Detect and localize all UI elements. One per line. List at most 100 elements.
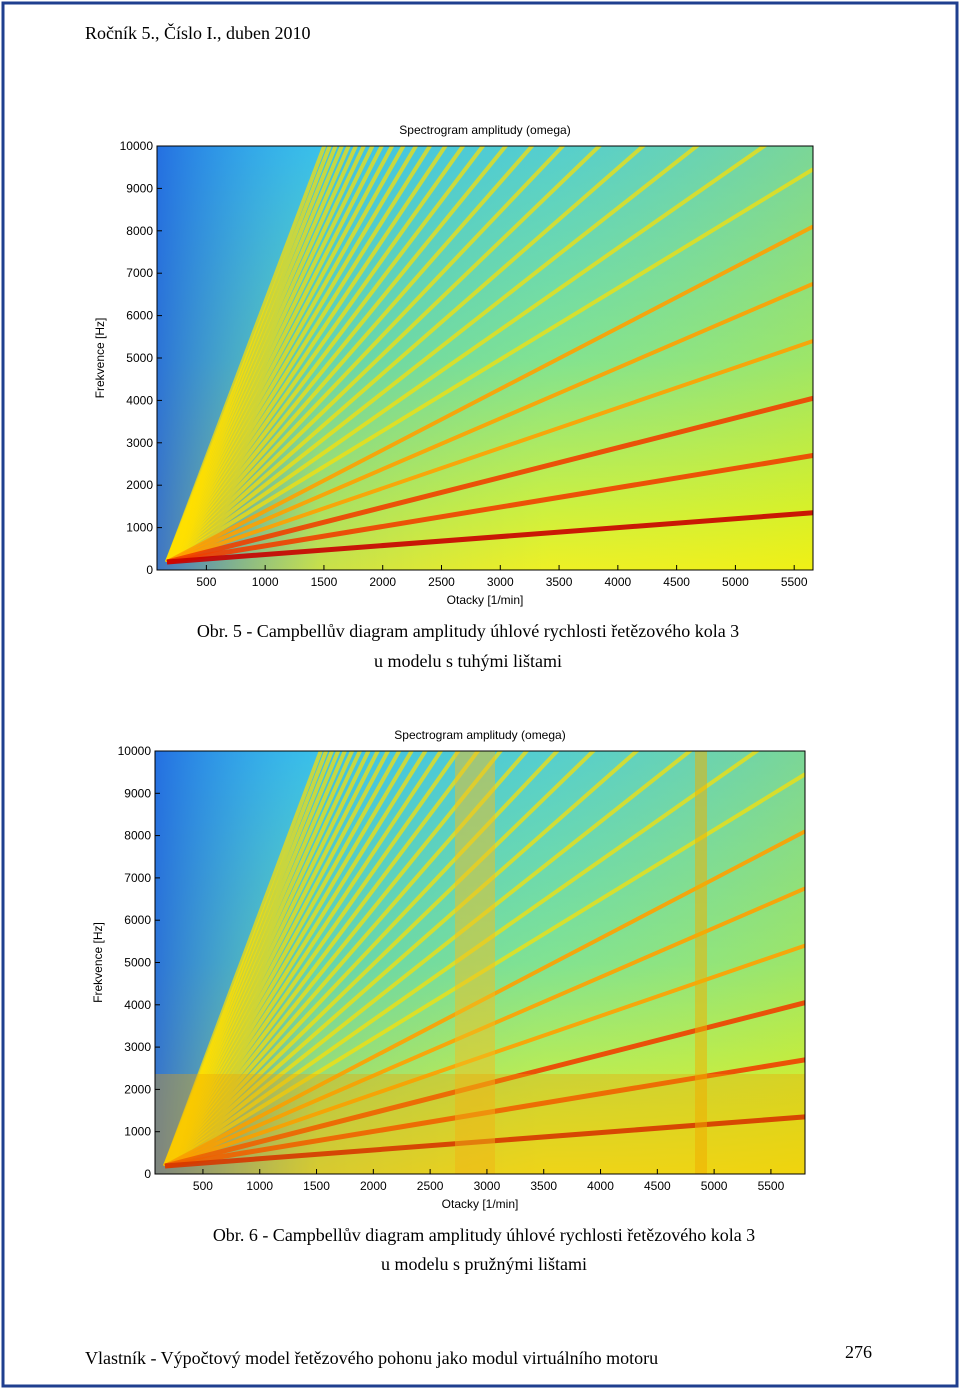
x-tick-label: 4000	[604, 575, 631, 589]
chart-title: Spectrogram amplitudy (omega)	[394, 728, 565, 742]
harmonic	[163, 751, 371, 1167]
footer: Vlastník - Výpočtový model řetězového po…	[85, 1348, 658, 1368]
y-tick-label: 3000	[124, 1040, 151, 1054]
caption: u modelu s tuhými lištami	[374, 651, 562, 671]
y-axis-label: Frekvence [Hz]	[91, 922, 105, 1003]
caption: Obr. 5 - Campbellův diagram amplitudy úh…	[197, 621, 739, 641]
harmonic	[165, 146, 366, 563]
harmonic	[165, 146, 647, 564]
x-axis-label: Otacky [1/min]	[442, 1197, 519, 1211]
harmonic	[166, 395, 813, 565]
harmonic	[165, 146, 327, 563]
harmonic	[163, 751, 391, 1167]
x-tick-label: 3500	[546, 575, 573, 589]
harmonic	[163, 751, 481, 1168]
x-tick-label: 1000	[246, 1179, 273, 1193]
x-tick-label: 2500	[428, 575, 455, 589]
harmonic	[165, 146, 433, 564]
x-tick-label: 1500	[311, 575, 338, 589]
harmonic	[165, 146, 375, 563]
harmonic	[165, 146, 486, 564]
harmonic	[163, 751, 341, 1167]
y-tick-label: 8000	[126, 224, 153, 238]
caption: Obr. 6 - Campbellův diagram amplitudy úh…	[213, 1225, 755, 1245]
harmonic	[165, 146, 359, 563]
harmonic	[165, 146, 332, 563]
harmonic	[165, 146, 509, 564]
x-tick-label: 2500	[417, 1179, 444, 1193]
y-tick-label: 6000	[124, 913, 151, 927]
harmonic	[165, 146, 419, 564]
x-tick-label: 5500	[758, 1179, 785, 1193]
harmonic	[165, 146, 351, 563]
resonance-band	[695, 751, 707, 1174]
harmonic	[163, 751, 363, 1167]
harmonic	[163, 751, 402, 1167]
x-tick-label: 2000	[369, 575, 396, 589]
y-tick-label: 6000	[126, 309, 153, 323]
x-tick-label: 3000	[487, 575, 514, 589]
x-tick-label: 5500	[781, 575, 808, 589]
spectrogram	[157, 146, 813, 570]
harmonic	[165, 167, 813, 564]
harmonic	[165, 146, 566, 564]
y-tick-label: 5000	[126, 351, 153, 365]
harmonic	[163, 751, 329, 1167]
harmonic	[166, 281, 813, 564]
x-tick-label: 1500	[303, 1179, 330, 1193]
harmonic	[165, 146, 448, 564]
harmonic	[163, 751, 323, 1167]
y-tick-label: 1000	[124, 1125, 151, 1139]
harmonic	[166, 224, 813, 564]
harmonic	[165, 146, 406, 563]
x-tick-label: 5000	[701, 1179, 728, 1193]
y-tick-label: 4000	[124, 998, 151, 1012]
harmonic	[163, 751, 348, 1167]
harmonic	[165, 146, 466, 564]
y-axis-label: Frekvence [Hz]	[93, 318, 107, 399]
harmonic	[166, 339, 813, 564]
harmonic	[163, 751, 444, 1168]
x-tick-label: 3000	[474, 1179, 501, 1193]
harmonic	[165, 146, 344, 563]
header: Ročník 5., Číslo I., duben 2010	[85, 22, 311, 43]
x-tick-label: 500	[196, 575, 216, 589]
harmonic	[165, 146, 395, 563]
harmonic	[163, 751, 428, 1168]
y-tick-label: 10000	[120, 139, 154, 153]
y-tick-label: 2000	[126, 478, 153, 492]
page-number: 276	[845, 1342, 872, 1362]
x-tick-label: 4500	[644, 1179, 671, 1193]
y-tick-label: 7000	[126, 266, 153, 280]
x-tick-label: 5000	[722, 575, 749, 589]
y-tick-label: 3000	[126, 436, 153, 450]
y-tick-label: 10000	[118, 744, 152, 758]
x-tick-label: 2000	[360, 1179, 387, 1193]
y-tick-label: 0	[144, 1167, 151, 1181]
y-tick-label: 1000	[126, 521, 153, 535]
resonance-band	[455, 751, 495, 1174]
y-tick-label: 9000	[126, 181, 153, 195]
harmonic	[163, 751, 381, 1167]
y-tick-label: 8000	[124, 829, 151, 843]
harmonic	[166, 510, 813, 565]
x-tick-label: 500	[193, 1179, 213, 1193]
x-tick-label: 4000	[587, 1179, 614, 1193]
harmonic	[163, 751, 335, 1167]
harmonic	[165, 146, 768, 564]
harmonic	[165, 146, 338, 563]
harmonic	[163, 751, 355, 1167]
x-axis-label: Otacky [1/min]	[447, 593, 524, 607]
harmonic	[166, 453, 813, 565]
low-band	[155, 1074, 805, 1174]
harmonic	[163, 751, 461, 1168]
y-tick-label: 5000	[124, 956, 151, 970]
harmonic	[165, 146, 603, 564]
x-tick-label: 1000	[252, 575, 279, 589]
x-tick-label: 3500	[530, 1179, 557, 1193]
x-tick-label: 4500	[663, 575, 690, 589]
harmonic	[163, 751, 414, 1168]
y-tick-label: 2000	[124, 1082, 151, 1096]
